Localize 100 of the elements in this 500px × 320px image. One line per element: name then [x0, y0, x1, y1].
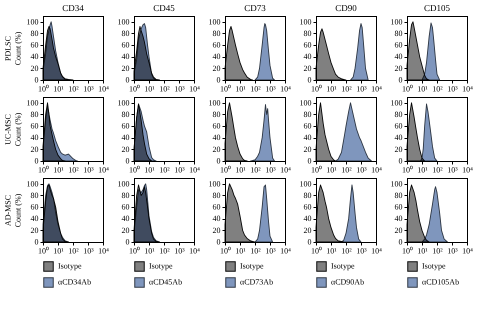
x-tick-label: 10³: [83, 84, 94, 94]
legend-label: Isotype: [58, 262, 82, 270]
chart-title: CD73: [244, 3, 266, 13]
x-tick-label: 10²: [159, 166, 170, 174]
y-axis-title: PDLSC Count (%): [4, 31, 22, 66]
y-tick-label: 100: [208, 17, 220, 26]
x-tick-label: 10¹: [235, 166, 246, 174]
y-tick-label: 0: [34, 156, 38, 166]
y-tick-label: 60: [122, 202, 130, 212]
y-tick-label: 20: [122, 226, 130, 235]
y-tick-label: 100: [390, 17, 402, 26]
legend-label: Isotype: [422, 262, 446, 270]
x-tick-label: 10²: [68, 246, 80, 256]
y-tick-label: 60: [394, 122, 402, 131]
x-tick-label: 10⁴: [98, 84, 110, 94]
y-tick-label: 80: [212, 28, 220, 38]
y-tick-label: 20: [394, 64, 402, 73]
y-axis-title: UC-MSC Count (%): [4, 112, 22, 146]
y-tick-label: 100: [118, 98, 130, 108]
y-tick-label: 80: [304, 28, 312, 38]
x-tick-label: 10⁴: [371, 246, 382, 256]
x-tick-label: 10¹: [235, 84, 246, 94]
x-tick-label: 10³: [174, 166, 186, 174]
legend-label: αCD45Ab: [149, 278, 182, 286]
x-tick-label: 10³: [83, 166, 94, 174]
y-tick-label: 60: [122, 122, 130, 131]
y-tick-label: 20: [304, 226, 312, 235]
x-tick-label: 10³: [356, 84, 368, 94]
y-tick-label: 80: [394, 28, 402, 38]
y-tick-label: 0: [126, 156, 130, 166]
x-tick-label: 10²: [432, 84, 444, 94]
y-tick-label: 20: [394, 144, 402, 154]
legend-label: αCD90Ab: [331, 278, 364, 286]
x-tick-label: 10¹: [326, 246, 338, 256]
x-tick-label: 10⁰: [220, 246, 231, 256]
y-tick-label: 20: [394, 226, 402, 235]
y-tick-label: 100: [26, 98, 38, 108]
x-tick-label: 10¹: [53, 166, 64, 174]
y-tick-label: 0: [308, 156, 312, 166]
y-tick-label: 40: [304, 52, 312, 62]
x-tick-label: 10⁰: [311, 246, 322, 256]
x-tick-label: 10³: [447, 84, 458, 94]
x-tick-label: 10¹: [144, 246, 156, 256]
x-tick-label: 10⁴: [98, 246, 110, 256]
x-tick-label: 10⁰: [220, 84, 231, 94]
chart-title: CD90: [335, 3, 358, 13]
y-tick-label: 20: [122, 144, 130, 154]
legend-label: Isotype: [240, 262, 264, 270]
x-tick-label: 10³: [83, 246, 94, 256]
y-tick-label: 40: [30, 214, 38, 224]
y-tick-label: 0: [398, 76, 402, 84]
x-tick-label: 10⁰: [38, 84, 49, 94]
y-tick-label: 0: [216, 156, 220, 166]
x-tick-label: 10⁰: [220, 166, 231, 174]
x-tick-label: 10³: [174, 246, 186, 256]
y-tick-label: 60: [304, 122, 312, 131]
chart-title: CD34: [62, 3, 84, 13]
y-tick-label: 0: [216, 238, 220, 246]
x-tick-label: 10⁴: [280, 166, 292, 174]
y-tick-label: 80: [212, 110, 220, 119]
y-tick-label: 100: [208, 98, 220, 108]
y-tick-label: 60: [30, 40, 38, 50]
x-tick-label: 10⁴: [189, 246, 200, 256]
y-tick-label: 40: [394, 133, 402, 142]
y-tick-label: 60: [212, 202, 220, 212]
y-tick-label: 80: [122, 190, 130, 200]
x-tick-label: 10⁰: [38, 246, 49, 256]
y-axis-title: AD-MSC Count (%): [4, 193, 22, 228]
x-tick-label: 10²: [68, 84, 80, 94]
x-tick-label: 10⁰: [402, 166, 413, 174]
y-tick-label: 80: [212, 190, 220, 200]
y-tick-label: 100: [118, 17, 130, 26]
x-tick-label: 10⁴: [462, 84, 474, 94]
x-tick-label: 10⁴: [280, 246, 292, 256]
y-tick-label: 0: [308, 238, 312, 246]
y-tick-label: 100: [300, 17, 312, 26]
y-tick-label: 0: [34, 76, 38, 84]
x-tick-label: 10¹: [417, 166, 428, 174]
y-tick-label: 20: [304, 144, 312, 154]
y-tick-label: 80: [394, 190, 402, 200]
x-tick-label: 10¹: [144, 84, 156, 94]
x-tick-label: 10¹: [326, 84, 338, 94]
x-tick-label: 10³: [265, 166, 276, 174]
y-tick-label: 60: [212, 40, 220, 50]
x-tick-label: 10³: [265, 84, 276, 94]
y-tick-label: 80: [304, 110, 312, 119]
y-tick-label: 80: [122, 28, 130, 38]
x-tick-label: 10⁴: [98, 166, 110, 174]
x-tick-label: 10²: [341, 84, 352, 94]
y-tick-label: 40: [30, 52, 38, 62]
y-tick-label: 0: [398, 238, 402, 246]
y-tick-label: 20: [30, 64, 38, 73]
chart-title: CD45: [153, 3, 176, 13]
y-tick-label: 100: [390, 179, 402, 188]
x-tick-label: 10²: [432, 166, 444, 174]
x-tick-label: 10⁴: [371, 84, 382, 94]
x-tick-label: 10¹: [235, 246, 246, 256]
x-tick-label: 10²: [68, 166, 80, 174]
legend-label: αCD105Ab: [422, 278, 460, 286]
y-tick-label: 20: [30, 226, 38, 235]
